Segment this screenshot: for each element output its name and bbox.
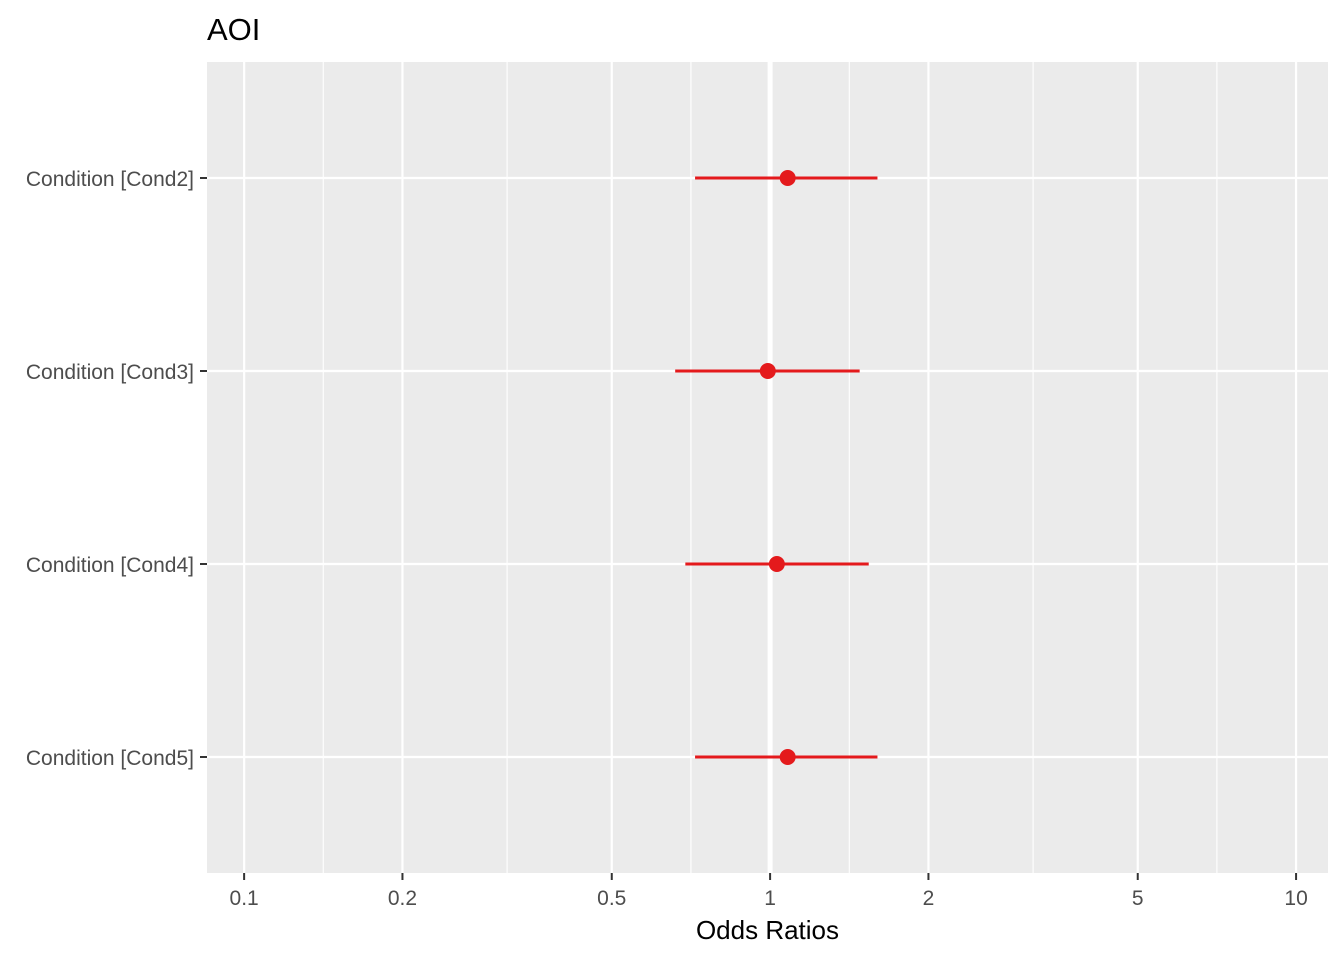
x-tick-label-1: 0.2 bbox=[388, 887, 417, 910]
estimate-point-1 bbox=[779, 170, 796, 186]
x-tick-label-4: 2 bbox=[923, 887, 935, 910]
x-axis-title: Odds Ratios bbox=[696, 915, 839, 945]
y-axis: Condition [Cond2] Condition [Cond3] Condit… bbox=[26, 168, 207, 770]
estimate-point-3 bbox=[768, 556, 785, 572]
y-tick-label-3: Condition [Cond4] bbox=[26, 554, 194, 577]
y-tick-label-1: Condition [Cond2] bbox=[26, 168, 194, 191]
x-tick-label-5: 5 bbox=[1132, 887, 1144, 910]
x-tick-label-0: 0.1 bbox=[230, 887, 259, 910]
x-tick-label-2: 0.5 bbox=[597, 887, 626, 910]
y-tick-label-4: Condition [Cond5] bbox=[26, 747, 194, 770]
minor-gridlines bbox=[322, 62, 1218, 873]
x-axis: 0.1 0.2 0.5 1 2 5 10 bbox=[230, 873, 1308, 910]
x-tick-label-6: 10 bbox=[1284, 887, 1307, 910]
plot-panel bbox=[207, 62, 1328, 873]
x-tick-label-3: 1 bbox=[764, 887, 776, 910]
y-tick-label-2: Condition [Cond3] bbox=[26, 361, 194, 384]
chart-title: AOI bbox=[207, 12, 260, 47]
estimate-point-4 bbox=[779, 749, 796, 765]
data-marks bbox=[675, 170, 878, 765]
estimate-point-2 bbox=[759, 363, 776, 379]
